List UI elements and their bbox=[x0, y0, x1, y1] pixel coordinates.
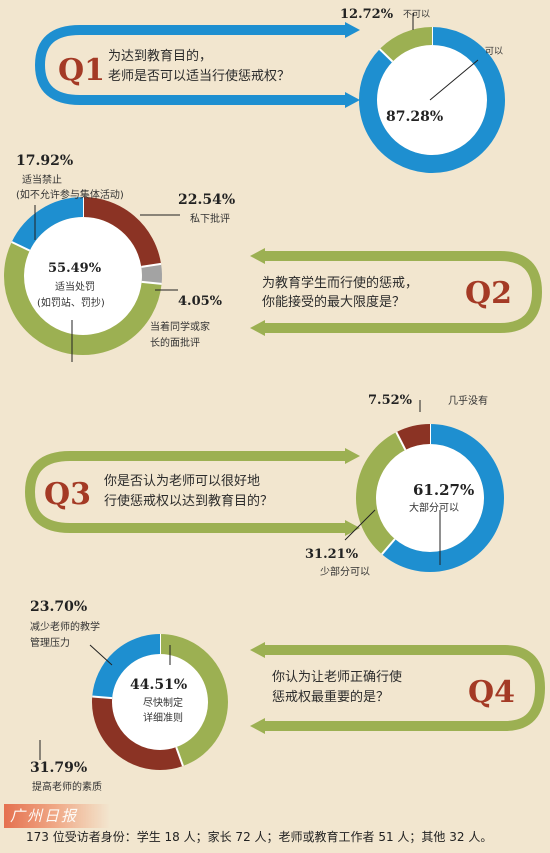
q3-label-few: 少部分可以 bbox=[320, 565, 370, 578]
q4-label-rules-1: 尽快制定 bbox=[143, 696, 183, 709]
q3-pencil-tip-lower bbox=[345, 520, 360, 536]
q4-question-line1: 你认为让老师正确行使 bbox=[272, 669, 402, 685]
q1-donut-center bbox=[377, 45, 487, 155]
q1-pencil-tip-lower bbox=[345, 92, 360, 108]
q3-label-most: 大部分可以 bbox=[409, 501, 459, 514]
q2-label-private: 私下批评 bbox=[190, 212, 230, 225]
q1-value-yes: 87.28% bbox=[386, 109, 443, 125]
q2-label-ban-1: 适当禁止 bbox=[22, 173, 62, 186]
q4-donut-center bbox=[112, 654, 208, 750]
q3-question-line2: 行使惩戒权以达到教育目的？ bbox=[104, 493, 273, 509]
q1-pencil-tip bbox=[345, 22, 360, 38]
q4-label: Q4 bbox=[468, 675, 515, 710]
q1-question-line1: 为达到教育目的， bbox=[108, 48, 212, 64]
q3-donut bbox=[356, 424, 504, 572]
q4-slice-separator bbox=[92, 695, 113, 700]
q4-slice-2 bbox=[92, 634, 161, 699]
q1-label-no: 不可以 bbox=[403, 9, 430, 20]
q2-slice-separator bbox=[11, 241, 31, 252]
q4-slice-separator bbox=[175, 746, 184, 767]
q3-value-few: 31.21% bbox=[305, 547, 359, 562]
q4-slice-0 bbox=[159, 634, 228, 766]
q2-value-punish: 55.49% bbox=[48, 261, 102, 276]
q3-slice-separator bbox=[381, 538, 396, 555]
q2-slice-0 bbox=[4, 242, 162, 355]
q3-bracket bbox=[24, 451, 345, 533]
q2-question-line1: 为教育学生而行使的惩戒， bbox=[262, 275, 418, 291]
q2-slice-1 bbox=[82, 197, 162, 268]
q1-donut bbox=[359, 27, 505, 173]
q2-value-private: 22.54% bbox=[178, 192, 235, 208]
q2-value-ban: 17.92% bbox=[16, 153, 73, 169]
q2-label-punish-2: (如罚站、罚抄) bbox=[37, 296, 105, 309]
q2-pencil-tip-lower bbox=[250, 320, 265, 336]
q1-label: Q1 bbox=[58, 53, 105, 88]
q3-donut-center bbox=[376, 444, 484, 552]
q2-slice-2 bbox=[141, 263, 162, 284]
q1-bracket bbox=[34, 25, 345, 105]
q1-label-yes: 可以 bbox=[485, 46, 503, 57]
q2-label: Q2 bbox=[465, 276, 512, 311]
q3-question-line1: 你是否认为老师可以很好地 bbox=[104, 474, 260, 489]
q3-slice-1 bbox=[356, 432, 406, 555]
q4-label-quality: 提高老师的素质 bbox=[32, 780, 102, 793]
q1-question-line2: 老师是否可以适当行使惩戒权？ bbox=[108, 68, 290, 84]
newspaper-logo: 广州日报 bbox=[4, 804, 110, 828]
q1-slice-1 bbox=[379, 27, 433, 62]
q1-slice-0 bbox=[359, 27, 505, 173]
q2-label-public-1: 当着同学或家 bbox=[150, 320, 210, 333]
q4-section: 你认为让老师正确行使 惩戒权最重要的是？ Q4 23.70% 减少老师的教学 管… bbox=[30, 599, 546, 793]
q3-leader-few bbox=[344, 509, 376, 541]
q2-section: 为教育学生而行使的惩戒， 你能接受的最大限度是？ Q2 17.92% 适当禁止 … bbox=[4, 153, 543, 362]
q3-value-almost: 7.52% bbox=[368, 393, 413, 408]
q4-pencil-tip bbox=[250, 642, 265, 658]
q2-donut-center bbox=[24, 217, 142, 335]
q3-value-most: 61.27% bbox=[413, 481, 474, 499]
q4-value-rules: 44.51% bbox=[130, 677, 187, 693]
q3-label-almost: 几乎没有 bbox=[448, 394, 488, 407]
q2-slice-3 bbox=[11, 197, 84, 251]
q2-pencil-tip bbox=[250, 248, 265, 264]
q3-slice-0 bbox=[381, 424, 504, 572]
q2-label-public-2: 长的面批评 bbox=[150, 336, 200, 349]
q2-label-ban-2: (如不允许参与集体活动) bbox=[16, 188, 124, 201]
q1-leader-yes bbox=[429, 59, 479, 101]
q2-slice-separator bbox=[141, 262, 162, 268]
q1-value-no: 12.72% bbox=[340, 7, 394, 22]
q4-label-reduce-2: 管理压力 bbox=[30, 636, 70, 649]
q2-question-line2: 你能接受的最大限度是？ bbox=[262, 294, 405, 310]
q4-slice-1 bbox=[92, 696, 183, 770]
q2-bracket bbox=[265, 251, 543, 333]
q4-label-reduce-1: 减少老师的教学 bbox=[30, 620, 100, 633]
q4-question-line2: 惩戒权最重要的是？ bbox=[272, 689, 389, 705]
q2-donut bbox=[4, 197, 162, 355]
q2-slice-separator bbox=[141, 280, 162, 285]
q4-value-reduce: 23.70% bbox=[30, 599, 87, 615]
q1-section: Q1 为达到教育目的， 老师是否可以适当行使惩戒权？ 12.72% 不可以 可以… bbox=[34, 7, 505, 173]
q4-label-rules-2: 详细准则 bbox=[143, 711, 183, 724]
q4-bracket bbox=[265, 645, 546, 731]
respondent-summary: 173 位受访者身份：学生 18 人；家长 72 人；老师或教育工作者 51 人… bbox=[26, 830, 493, 844]
q3-slice-separator bbox=[395, 431, 407, 451]
q2-label-punish-1: 适当处罚 bbox=[55, 280, 95, 293]
q4-pencil-tip-lower bbox=[250, 718, 265, 734]
q3-label: Q3 bbox=[44, 477, 91, 512]
q4-leader-reduce bbox=[89, 644, 113, 666]
q3-section: Q3 你是否认为老师可以很好地 行使惩戒权以达到教育目的？ 7.52% 几乎没有… bbox=[24, 393, 504, 578]
q3-slice-2 bbox=[396, 424, 431, 451]
q4-value-quality: 31.79% bbox=[30, 760, 87, 776]
q1-slice-separator bbox=[378, 48, 394, 63]
q4-donut bbox=[92, 634, 228, 770]
q3-pencil-tip bbox=[345, 448, 360, 464]
q2-value-public: 4.05% bbox=[178, 294, 223, 309]
